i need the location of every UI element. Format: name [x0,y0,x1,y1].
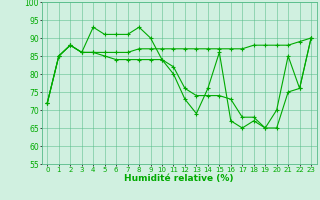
X-axis label: Humidité relative (%): Humidité relative (%) [124,174,234,183]
